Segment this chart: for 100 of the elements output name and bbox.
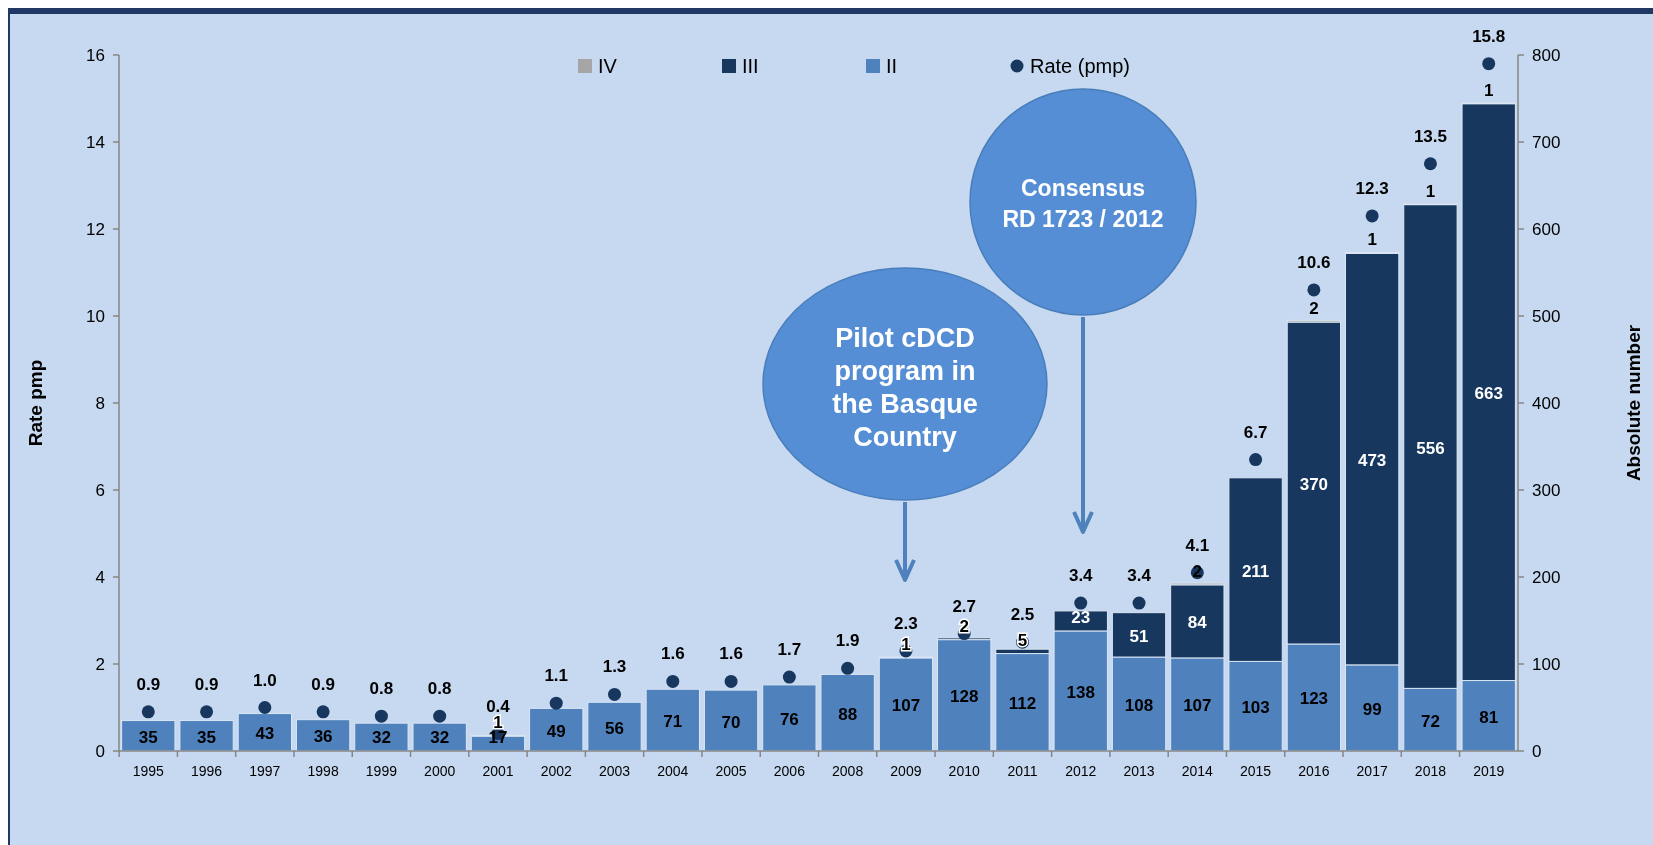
bar	[937, 639, 992, 752]
data-label: 17	[488, 728, 508, 747]
x-tick-label: 2013	[1123, 763, 1155, 779]
data-label: 1.6	[660, 644, 685, 664]
x-tick-label: 1995	[132, 763, 165, 779]
x-tick-label: 1999	[365, 763, 398, 779]
point	[1423, 157, 1437, 171]
y-tick-label: 6	[95, 481, 105, 500]
annotation: Pilot cDCD program in the Basque Country	[832, 322, 978, 452]
data-label: 0.9	[136, 674, 161, 694]
bar	[645, 688, 700, 752]
x-tick-label: 1996	[190, 763, 223, 779]
data-label: 0.4	[486, 696, 511, 716]
y-tick-label: 8	[95, 394, 105, 413]
y2-tick-label: 700	[1532, 133, 1561, 152]
legend-label: IV	[598, 55, 618, 77]
data-label: 1.7	[777, 640, 802, 660]
x-tick-label: 1998	[307, 763, 339, 779]
x-tick-label: 2003	[598, 763, 631, 779]
y2-tick-label: 800	[1532, 46, 1561, 65]
x-tick-label: 2005	[715, 763, 747, 779]
y2-tick-label: 100	[1532, 655, 1561, 674]
data-label: 112	[1008, 694, 1037, 714]
bar	[587, 701, 642, 752]
point	[549, 696, 563, 710]
data-label: 32	[430, 728, 450, 747]
data-label: 2.5	[1010, 605, 1035, 625]
data-label: 72	[1420, 711, 1440, 731]
bar	[529, 707, 584, 752]
data-label: 10.6	[1297, 252, 1331, 272]
data-label: 107	[891, 696, 921, 716]
y2-tick-label: 600	[1532, 220, 1561, 239]
point	[374, 709, 388, 723]
point	[724, 674, 738, 688]
data-label: 2.3	[894, 613, 918, 633]
data-label: 70	[721, 712, 741, 732]
data-label: 473	[1357, 451, 1387, 471]
point	[841, 661, 855, 675]
data-label: 556	[1416, 438, 1445, 458]
y-axis-title: Rate pmp	[25, 359, 46, 447]
x-tick-label: 2009	[890, 763, 922, 779]
data-label: 6.7	[1243, 422, 1268, 442]
data-label: 2	[1309, 299, 1319, 319]
x-tick-label: 1997	[249, 763, 281, 779]
data-label: 0.8	[427, 679, 452, 699]
data-label: 35	[138, 727, 158, 747]
point	[141, 705, 155, 719]
data-label: 35	[197, 727, 217, 747]
data-label: 1.0	[253, 670, 277, 690]
point	[608, 687, 622, 701]
data-label: 81	[1479, 707, 1499, 727]
x-tick-label: 2019	[1473, 763, 1505, 779]
point	[200, 705, 214, 719]
data-label: 76	[779, 709, 799, 729]
data-label: 3.4	[1127, 566, 1152, 586]
x-tick-label: 2006	[773, 763, 806, 779]
point	[1307, 283, 1321, 297]
data-label: 138	[1066, 682, 1095, 702]
point	[433, 709, 447, 723]
data-label: 32	[371, 728, 391, 747]
data-label: 107	[1183, 696, 1212, 716]
data-label: 1	[1483, 80, 1494, 100]
point	[782, 670, 796, 684]
point	[316, 705, 330, 719]
x-tick-label: 2018	[1414, 763, 1447, 779]
legend-label: III	[742, 55, 759, 77]
data-label: 3.4	[1068, 566, 1094, 586]
y-tick-label: 16	[86, 46, 105, 65]
y2-tick-label: 400	[1532, 394, 1561, 413]
y2-tick-label: 500	[1532, 307, 1561, 326]
data-label: 1.3	[602, 657, 627, 677]
data-label: 49	[546, 721, 566, 741]
point	[1249, 453, 1263, 467]
y-tick-label: 10	[86, 307, 105, 326]
data-label: 0.9	[311, 674, 335, 694]
data-label: 663	[1474, 384, 1503, 404]
data-label: 0.9	[194, 674, 219, 694]
x-tick-label: 2008	[832, 763, 864, 779]
x-tick-label: 2012	[1065, 763, 1097, 779]
data-label: 211	[1241, 561, 1270, 581]
data-label: 2.7	[952, 596, 977, 616]
bar	[820, 673, 875, 752]
data-label: 2	[1192, 561, 1203, 581]
data-label: 1.6	[719, 644, 743, 664]
bar	[703, 689, 759, 752]
x-tick-label: 2014	[1181, 763, 1214, 779]
data-label: 51	[1129, 626, 1149, 646]
data-label: 103	[1241, 698, 1270, 718]
legend-label: II	[886, 55, 898, 77]
y-tick-label: 14	[86, 133, 105, 152]
data-label: 108	[1124, 696, 1154, 716]
x-tick-label: 2011	[1007, 763, 1038, 779]
x-tick-label: 2002	[540, 763, 573, 779]
data-label: 4.1	[1185, 535, 1210, 555]
data-label: 123	[1299, 689, 1329, 709]
point	[666, 674, 680, 688]
point	[258, 701, 272, 714]
data-label: 84	[1187, 613, 1208, 633]
annotation: Consensus RD 1723 / 2012	[1002, 174, 1164, 232]
y2-tick-label: 300	[1532, 481, 1561, 500]
